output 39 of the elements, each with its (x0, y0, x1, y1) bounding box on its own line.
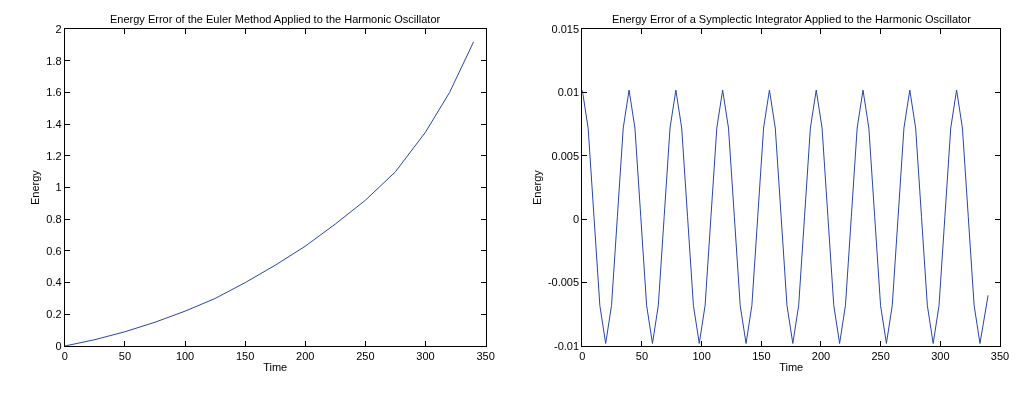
y-axis-title: Energy (530, 169, 543, 206)
x-tick-label: 250 (871, 350, 890, 363)
x-tick-label: 100 (175, 350, 195, 363)
line-series (64, 41, 475, 346)
y-tick-label: -0.01 (554, 339, 580, 352)
y-tick-label: 1.6 (46, 86, 62, 99)
y-tick-label: 0.4 (46, 276, 62, 289)
y-tick-label: 0 (55, 339, 62, 352)
x-tick-label: 150 (235, 350, 255, 363)
y-tick-label: 0 (572, 213, 580, 226)
y-tick-label: 1.2 (46, 149, 62, 162)
x-tick-label: 100 (692, 350, 711, 363)
x-tick-label: 300 (931, 350, 950, 363)
y-tick-label: 0.2 (46, 308, 62, 321)
x-axis-title: Time (263, 361, 288, 374)
y-tick-label: 0.01 (557, 86, 580, 99)
x-tick-label: 200 (811, 350, 831, 363)
y-tick-label: 0.8 (46, 213, 62, 226)
y-tick-label: 1.8 (46, 54, 62, 67)
x-tick-label: 250 (356, 350, 375, 363)
chart-title: Energy Error of the Euler Method Applied to the Harmonic Oscillator (110, 13, 441, 25)
x-tick-label: 350 (990, 350, 1010, 363)
x-axis-title: Time (779, 361, 804, 374)
y-tick-label: 1 (55, 181, 62, 194)
y-tick-label: 1.4 (46, 118, 62, 131)
chart-title: Energy Error of a Symplectic Integrator Applied to the Harmonic Oscillator (612, 13, 972, 25)
x-tick-label: 50 (635, 350, 649, 363)
y-axis-title: Energy (29, 169, 41, 206)
line-series (582, 89, 989, 344)
y-tick-label: 0.015 (551, 23, 580, 36)
x-tick-label: 50 (118, 350, 132, 363)
x-tick-label: 150 (752, 350, 771, 363)
y-tick-label: 0.005 (551, 149, 580, 162)
x-tick-label: 300 (416, 350, 435, 363)
x-tick-label: 200 (296, 350, 315, 363)
y-tick-label: -0.005 (547, 276, 580, 289)
x-tick-label: 350 (476, 350, 495, 363)
y-tick-label: 2 (55, 23, 62, 36)
y-tick-label: 0.6 (46, 244, 62, 257)
